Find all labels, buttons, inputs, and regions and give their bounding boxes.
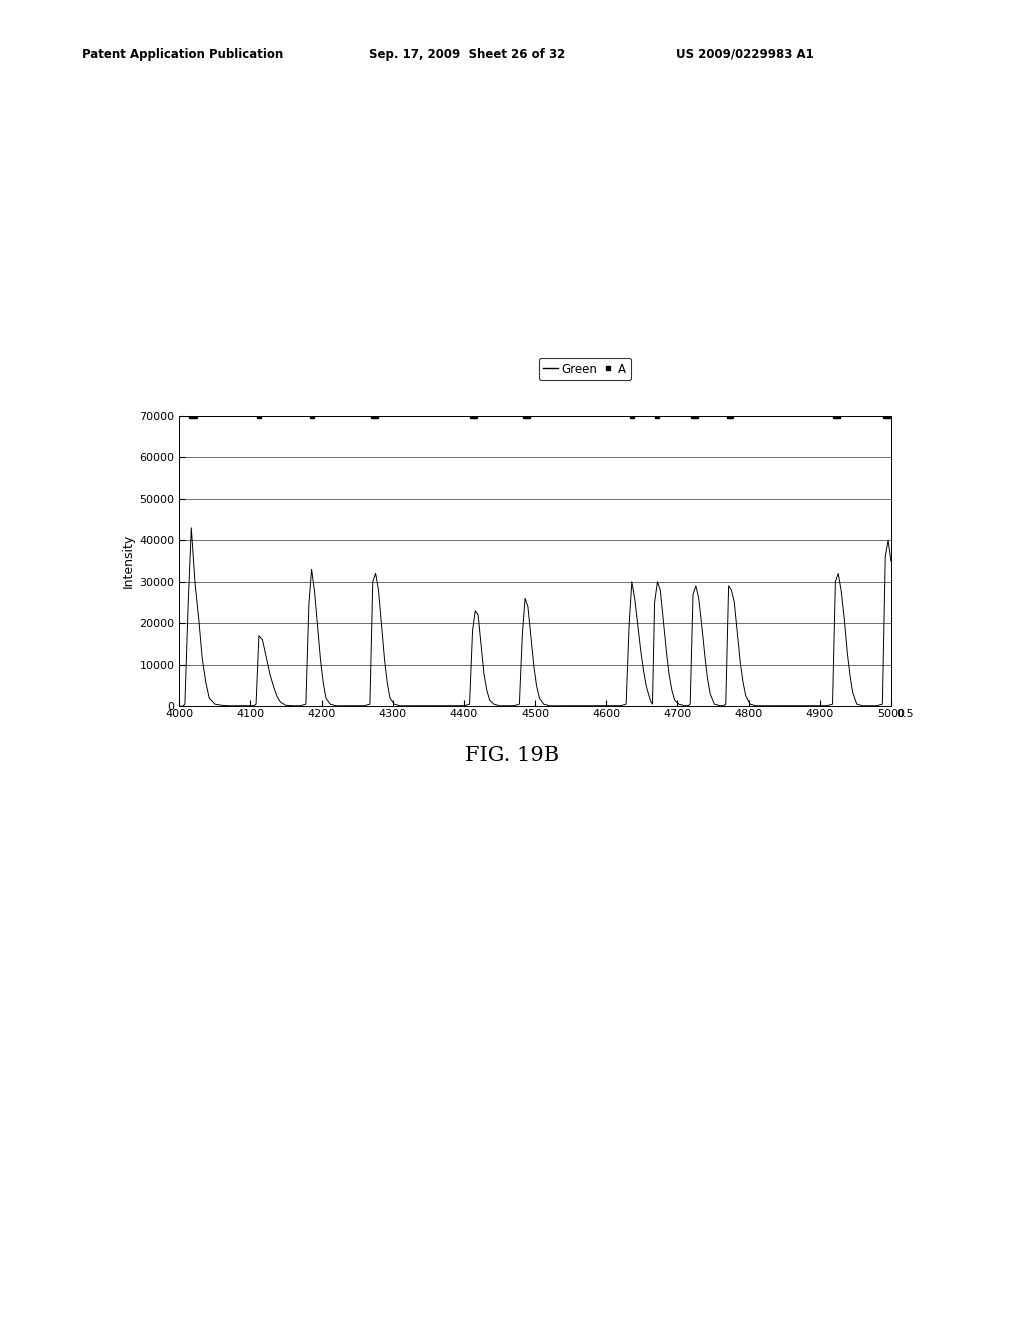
Legend: Green, A: Green, A xyxy=(539,358,631,380)
Text: FIG. 19B: FIG. 19B xyxy=(465,746,559,764)
Y-axis label: Intensity: Intensity xyxy=(122,533,135,589)
Text: US 2009/0229983 A1: US 2009/0229983 A1 xyxy=(676,48,814,61)
Text: Sep. 17, 2009  Sheet 26 of 32: Sep. 17, 2009 Sheet 26 of 32 xyxy=(369,48,565,61)
Text: 0.5: 0.5 xyxy=(896,709,914,719)
Text: Patent Application Publication: Patent Application Publication xyxy=(82,48,284,61)
